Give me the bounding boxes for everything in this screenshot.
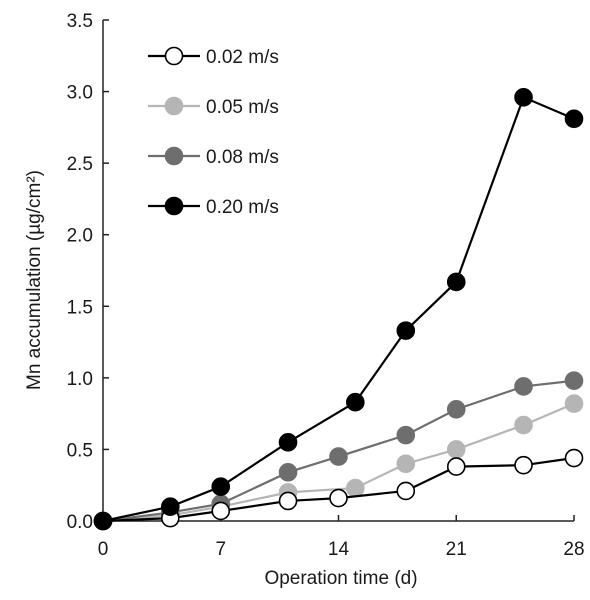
legend-item: 0.05 m/s — [148, 96, 279, 118]
data-point — [564, 394, 584, 413]
data-point — [514, 87, 533, 107]
legend-marker — [164, 146, 184, 166]
y-tick-label: 1.5 — [67, 297, 93, 318]
y-axis-title: Mn accumulation (µg/cm²) — [24, 170, 45, 390]
data-point — [93, 511, 113, 531]
data-point — [446, 457, 466, 476]
data-point — [396, 481, 416, 501]
data-point — [564, 371, 584, 391]
x-tick-label: 7 — [215, 539, 226, 560]
data-point — [278, 432, 298, 452]
legend-marker — [164, 196, 184, 216]
legend-label: 0.20 m/s — [206, 197, 279, 218]
y-tick-label: 0.0 — [67, 512, 93, 533]
data-point — [514, 455, 533, 475]
y-tick-label: 2.0 — [67, 226, 93, 247]
data-point — [329, 488, 348, 508]
data-point — [446, 272, 466, 292]
data-point — [211, 501, 231, 521]
data-point — [446, 440, 466, 459]
legend-item: 0.02 m/s — [148, 46, 279, 68]
y-tick-label: 0.5 — [67, 440, 93, 461]
series-0-20-m-s — [93, 87, 584, 531]
legend-marker — [164, 96, 184, 116]
data-point — [514, 415, 533, 435]
y-tick-label: 1.0 — [67, 369, 93, 390]
x-tick-label: 14 — [328, 539, 350, 560]
legend-item: 0.08 m/s — [148, 146, 279, 168]
x-tick-label: 21 — [446, 539, 467, 560]
data-point — [278, 491, 298, 511]
data-point — [346, 478, 365, 498]
series-layer — [93, 87, 584, 531]
y-tick-label: 3.5 — [67, 11, 93, 32]
legend-label: 0.02 m/s — [206, 47, 279, 68]
data-point — [396, 321, 416, 340]
data-point — [564, 448, 584, 468]
legend: 0.02 m/s 0.05 m/s 0.08 m/s 0.20 m/s — [148, 46, 279, 218]
data-point — [396, 425, 416, 445]
data-point — [514, 377, 533, 396]
x-axis-title: Operation time (d) — [264, 568, 417, 589]
legend-label: 0.05 m/s — [206, 97, 279, 118]
legend-item: 0.20 m/s — [148, 196, 279, 218]
data-point — [329, 447, 348, 466]
data-point — [160, 497, 180, 516]
x-tick-label: 28 — [563, 539, 584, 560]
y-tick-label: 3.0 — [67, 83, 93, 104]
data-point — [564, 109, 584, 129]
data-point — [346, 392, 365, 412]
y-tick-label: 2.5 — [67, 154, 93, 175]
x-tick-label: 0 — [98, 539, 109, 560]
data-point — [446, 400, 466, 419]
data-point — [278, 463, 298, 482]
legend-marker — [164, 46, 184, 66]
axes: 0.0 0.5 1.0 1.5 2.0 2.5 3.0 3.5 0 7 14 21 28 — [67, 11, 585, 560]
data-point — [396, 454, 416, 474]
data-point — [211, 477, 231, 496]
legend-label: 0.08 m/s — [206, 147, 279, 168]
